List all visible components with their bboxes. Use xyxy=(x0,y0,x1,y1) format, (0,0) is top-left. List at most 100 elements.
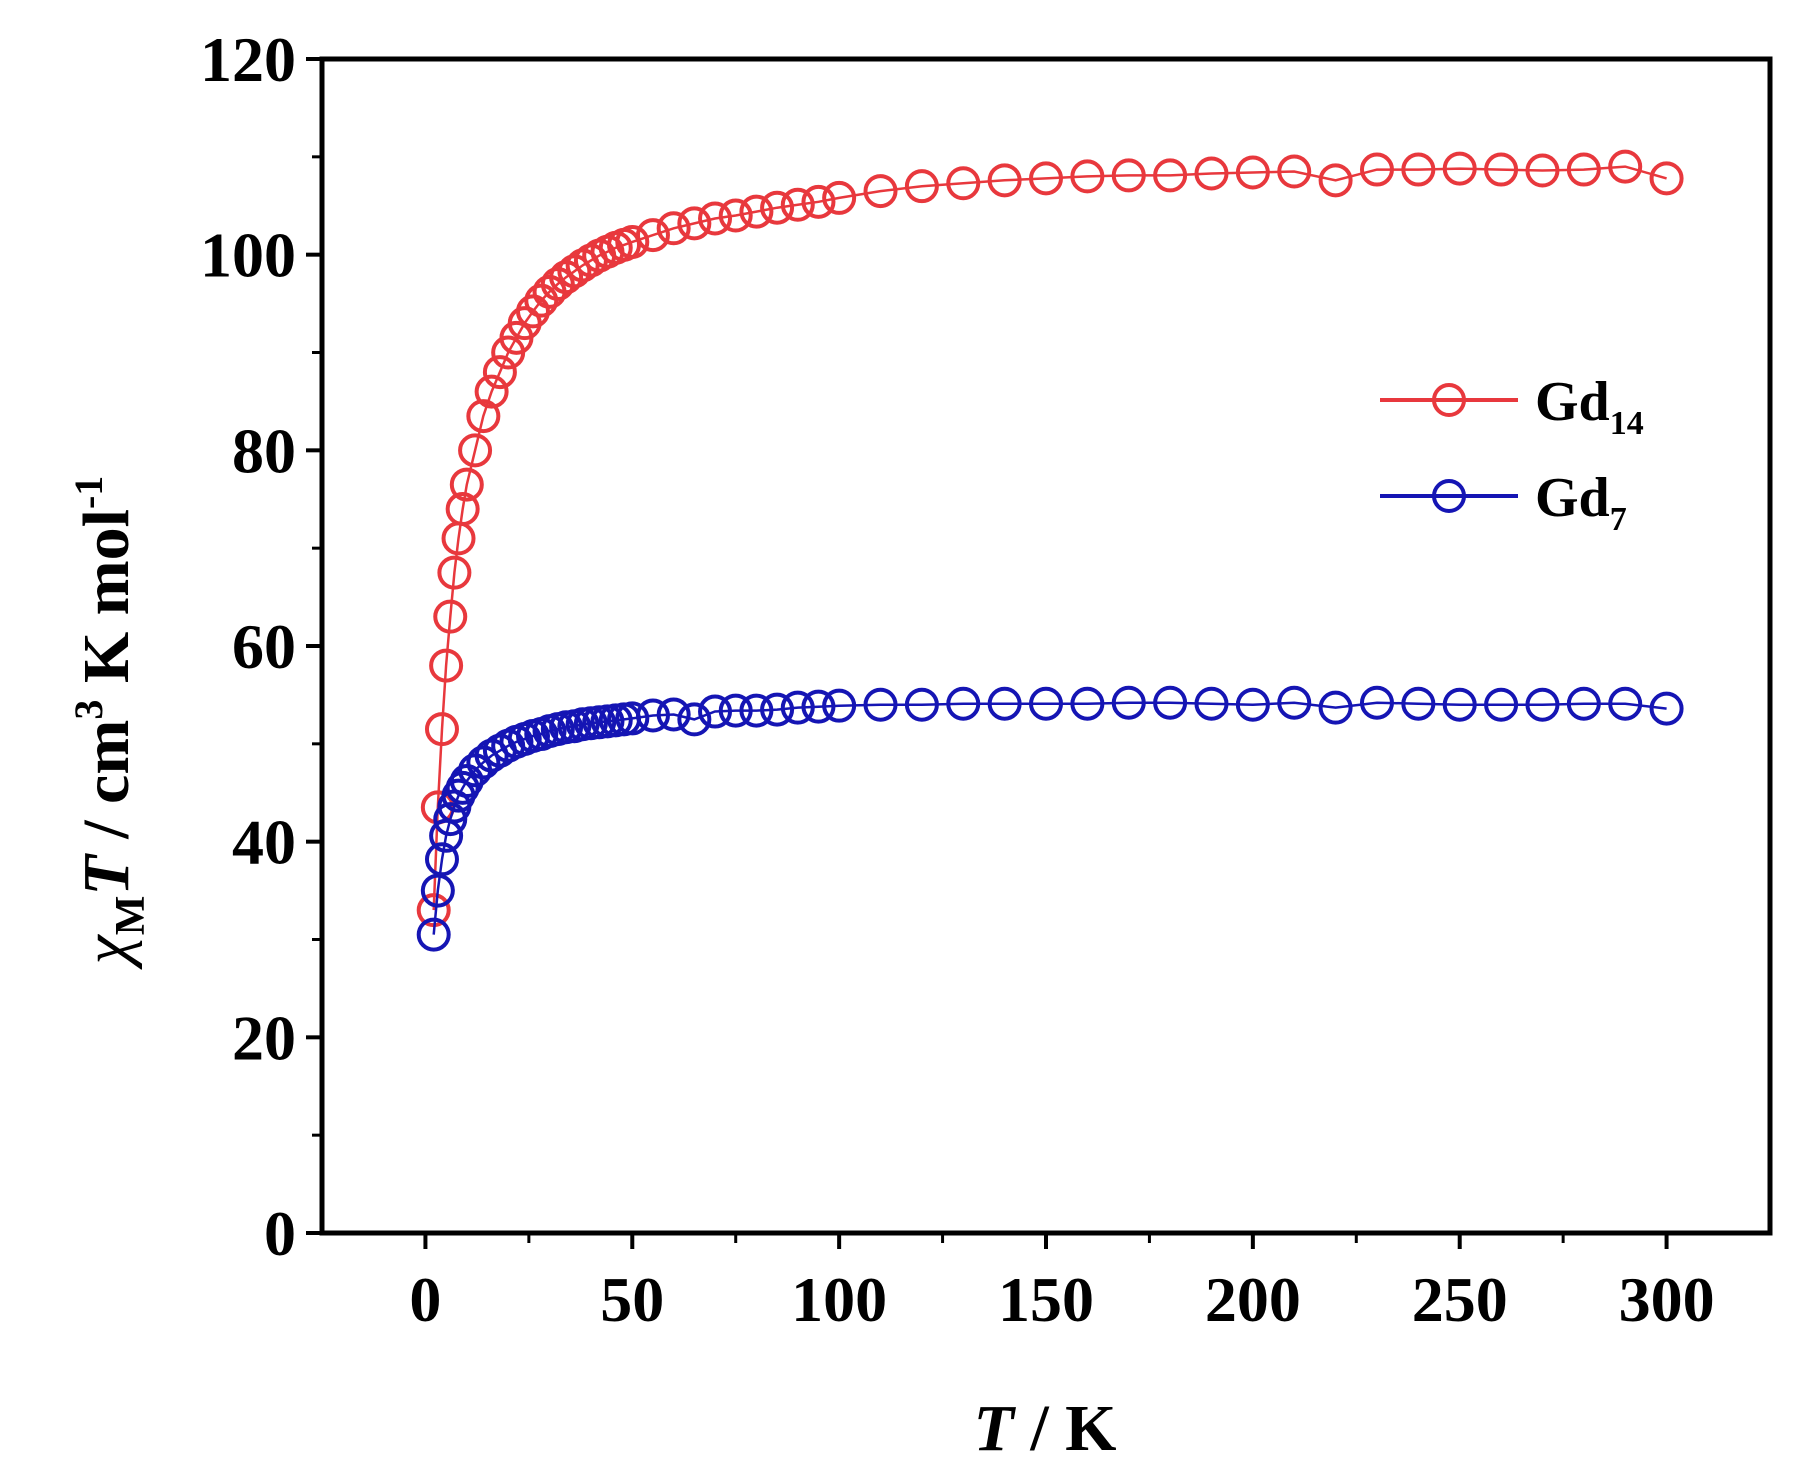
data-point xyxy=(946,686,981,721)
data-point xyxy=(1525,687,1560,722)
legend-label-gd14-name: Gd xyxy=(1535,371,1610,433)
data-point xyxy=(466,399,501,434)
data-point xyxy=(1153,685,1188,720)
y-tick-label: 40 xyxy=(232,807,296,878)
x-axis-title-variable: T xyxy=(973,1392,1016,1465)
x-axis-title-unit: / K xyxy=(1014,1392,1117,1465)
x-tick-label: 300 xyxy=(1619,1264,1715,1335)
data-point xyxy=(1277,685,1312,720)
legend-label-gd14: Gd14 xyxy=(1535,371,1644,442)
legend-label-gd7-name: Gd xyxy=(1535,467,1610,529)
data-point xyxy=(1649,691,1684,726)
x-tick-label: 200 xyxy=(1205,1264,1301,1335)
data-point xyxy=(677,702,712,737)
data-point xyxy=(433,599,468,634)
data-point xyxy=(1484,687,1519,722)
data-point xyxy=(416,917,451,952)
x-axis-title: T / K xyxy=(973,1392,1116,1465)
data-point xyxy=(474,374,509,409)
y-axis-title-sup1: 3 xyxy=(66,700,111,720)
y-axis-title-unit-part1: / cm xyxy=(70,720,143,856)
data-point xyxy=(739,194,774,229)
y-tick-label: 0 xyxy=(264,1198,296,1269)
data-point xyxy=(1070,686,1105,721)
series-gd7 xyxy=(416,685,1684,952)
data-point xyxy=(718,693,753,728)
data-point xyxy=(1277,154,1312,189)
y-tick-label: 80 xyxy=(232,415,296,486)
data-point xyxy=(760,692,795,727)
data-point xyxy=(739,693,774,728)
x-axis-ticks: 0 50 100 150 200 250 300 xyxy=(409,1233,1715,1335)
data-point xyxy=(1070,159,1105,194)
x-tick-label: 50 xyxy=(600,1264,664,1335)
data-point xyxy=(987,163,1022,198)
y-axis-title-unit-part2: K mol xyxy=(70,509,143,700)
data-point xyxy=(445,770,480,805)
data-point xyxy=(801,184,836,219)
data-point xyxy=(1401,686,1436,721)
y-axis-title-variable: T xyxy=(70,853,143,896)
data-point xyxy=(1235,155,1270,190)
data-point xyxy=(1649,161,1684,196)
data-point xyxy=(449,467,484,502)
data-point xyxy=(718,198,753,233)
x-tick-label: 0 xyxy=(409,1264,441,1335)
data-point xyxy=(445,492,480,527)
data-point xyxy=(1484,152,1519,187)
data-point xyxy=(1153,158,1188,193)
legend-marker-gd7 xyxy=(1432,479,1466,513)
data-point xyxy=(557,254,592,289)
data-point xyxy=(1318,163,1353,198)
y-tick-label: 100 xyxy=(200,220,296,291)
data-point xyxy=(822,688,857,723)
legend: Gd14 Gd7 xyxy=(1380,371,1644,538)
data-point xyxy=(1608,686,1643,721)
data-point xyxy=(1359,685,1394,720)
data-point xyxy=(904,169,939,204)
data-point xyxy=(1318,690,1353,725)
legend-marker-gd14 xyxy=(1432,383,1466,417)
data-point xyxy=(515,294,550,329)
data-point xyxy=(780,187,815,222)
x-tick-label: 150 xyxy=(998,1264,1094,1335)
y-axis-title-chi-subscript: M xyxy=(108,896,154,936)
data-point xyxy=(1442,687,1477,722)
data-point xyxy=(677,206,712,241)
data-point xyxy=(615,224,650,259)
data-point xyxy=(822,180,857,215)
data-point xyxy=(780,690,815,725)
data-point xyxy=(1359,152,1394,187)
data-point xyxy=(1029,161,1063,196)
data-point xyxy=(987,686,1022,721)
data-point xyxy=(1525,153,1560,188)
y-axis-title-sup2: -1 xyxy=(66,476,111,509)
data-point xyxy=(635,698,670,733)
data-point xyxy=(1029,686,1063,721)
data-point xyxy=(1608,149,1643,184)
legend-entry-gd7: Gd7 xyxy=(1380,467,1627,538)
data-point xyxy=(1194,156,1229,191)
data-point xyxy=(760,190,795,225)
data-point xyxy=(1566,686,1601,721)
data-point xyxy=(458,433,493,468)
data-point xyxy=(615,701,650,736)
data-point xyxy=(946,166,981,201)
data-point xyxy=(1194,686,1229,721)
data-point xyxy=(1111,685,1146,720)
data-point xyxy=(863,174,898,209)
series-layer xyxy=(416,149,1684,952)
y-tick-label: 60 xyxy=(232,611,296,682)
data-point xyxy=(904,687,939,722)
data-point xyxy=(1401,152,1436,187)
data-point xyxy=(1442,151,1477,186)
legend-label-gd14-subscript: 14 xyxy=(1610,405,1644,442)
data-point xyxy=(863,687,898,722)
data-point xyxy=(1111,158,1146,193)
data-point xyxy=(1566,152,1601,187)
data-point xyxy=(437,555,472,590)
y-axis-title: χMT / cm3 K mol-1 xyxy=(66,476,154,971)
x-tick-label: 100 xyxy=(791,1264,887,1335)
data-point xyxy=(482,355,517,390)
